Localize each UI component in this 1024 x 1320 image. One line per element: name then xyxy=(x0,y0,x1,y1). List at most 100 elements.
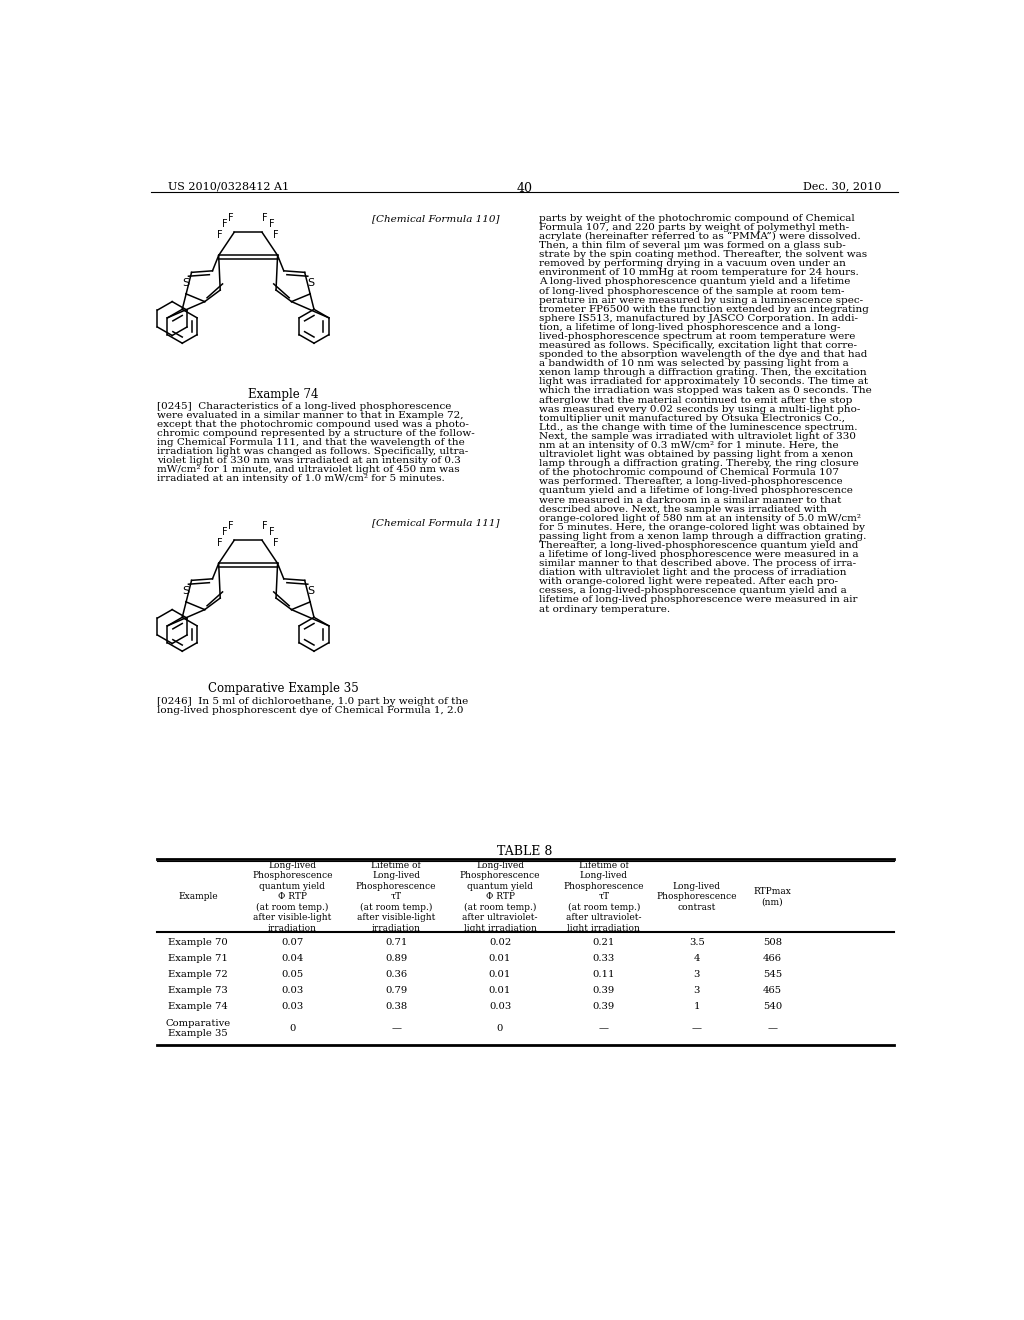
Text: 4: 4 xyxy=(693,954,700,962)
Text: similar manner to that described above. The process of irra-: similar manner to that described above. … xyxy=(539,560,856,568)
Text: Example: Example xyxy=(178,892,218,902)
Text: Thereafter, a long-lived-phosphorescence quantum yield and: Thereafter, a long-lived-phosphorescence… xyxy=(539,541,858,550)
Text: —: — xyxy=(391,1024,401,1034)
Text: cesses, a long-lived-phosphorescence quantum yield and a: cesses, a long-lived-phosphorescence qua… xyxy=(539,586,847,595)
Text: xenon lamp through a diffraction grating. Then, the excitation: xenon lamp through a diffraction grating… xyxy=(539,368,866,378)
Text: 0.01: 0.01 xyxy=(488,986,511,995)
Text: 0.38: 0.38 xyxy=(385,1002,408,1011)
Text: F: F xyxy=(268,219,274,228)
Text: long-lived phosphorescent dye of Chemical Formula 1, 2.0: long-lived phosphorescent dye of Chemica… xyxy=(158,706,464,715)
Text: tion, a lifetime of long-lived phosphorescence and a long-: tion, a lifetime of long-lived phosphore… xyxy=(539,323,841,331)
Text: [Chemical Formula 110]: [Chemical Formula 110] xyxy=(372,214,500,223)
Text: Example 71: Example 71 xyxy=(168,954,228,962)
Text: A long-lived phosphorescence quantum yield and a lifetime: A long-lived phosphorescence quantum yie… xyxy=(539,277,850,286)
Text: lamp through a diffraction grating. Thereby, the ring closure: lamp through a diffraction grating. Ther… xyxy=(539,459,858,469)
Text: measured as follows. Specifically, excitation light that corre-: measured as follows. Specifically, excit… xyxy=(539,341,857,350)
Text: Example 70: Example 70 xyxy=(168,937,228,946)
Text: Then, a thin film of several μm was formed on a glass sub-: Then, a thin film of several μm was form… xyxy=(539,242,846,249)
Text: F: F xyxy=(217,539,223,548)
Text: violet light of 330 nm was irradiated at an intensity of 0.3: violet light of 330 nm was irradiated at… xyxy=(158,457,462,465)
Text: 0.11: 0.11 xyxy=(593,970,615,979)
Text: 40: 40 xyxy=(517,182,532,194)
Text: quantum yield and a lifetime of long-lived phosphorescence: quantum yield and a lifetime of long-liv… xyxy=(539,487,853,495)
Text: Example 72: Example 72 xyxy=(168,970,228,979)
Text: lived-phosphorescence spectrum at room temperature were: lived-phosphorescence spectrum at room t… xyxy=(539,331,855,341)
Text: 508: 508 xyxy=(763,937,782,946)
Text: sphere IS513, manufactured by JASCO Corporation. In addi-: sphere IS513, manufactured by JASCO Corp… xyxy=(539,314,858,323)
Text: acrylate (hereinafter referred to as “PMMA”) were dissolved.: acrylate (hereinafter referred to as “PM… xyxy=(539,232,860,242)
Text: F: F xyxy=(217,231,223,240)
Text: passing light from a xenon lamp through a diffraction grating.: passing light from a xenon lamp through … xyxy=(539,532,866,541)
Text: F: F xyxy=(268,527,274,537)
Text: were measured in a darkroom in a similar manner to that: were measured in a darkroom in a similar… xyxy=(539,495,841,504)
Text: —: — xyxy=(767,1024,777,1034)
Text: [0246]  In 5 ml of dichloroethane, 1.0 part by weight of the: [0246] In 5 ml of dichloroethane, 1.0 pa… xyxy=(158,697,469,706)
Text: TABLE 8: TABLE 8 xyxy=(497,845,553,858)
Text: environment of 10 mmHg at room temperature for 24 hours.: environment of 10 mmHg at room temperatu… xyxy=(539,268,858,277)
Text: sponded to the absorption wavelength of the dye and that had: sponded to the absorption wavelength of … xyxy=(539,350,867,359)
Text: perature in air were measured by using a luminescence spec-: perature in air were measured by using a… xyxy=(539,296,863,305)
Text: US 2010/0328412 A1: US 2010/0328412 A1 xyxy=(168,182,290,191)
Text: Comparative Example 35: Comparative Example 35 xyxy=(208,682,358,696)
Text: 545: 545 xyxy=(763,970,782,979)
Text: Lifetime of
Long-lived
Phosphorescence
τT
(at room temp.)
after ultraviolet-
lig: Lifetime of Long-lived Phosphorescence τ… xyxy=(563,861,644,933)
Text: Next, the sample was irradiated with ultraviolet light of 330: Next, the sample was irradiated with ult… xyxy=(539,432,856,441)
Text: Formula 107, and 220 parts by weight of polymethyl meth-: Formula 107, and 220 parts by weight of … xyxy=(539,223,849,232)
Text: of long-lived phosphorescence of the sample at room tem-: of long-lived phosphorescence of the sam… xyxy=(539,286,844,296)
Text: ing Chemical Formula 111, and that the wavelength of the: ing Chemical Formula 111, and that the w… xyxy=(158,438,465,447)
Text: except that the photochromic compound used was a photo-: except that the photochromic compound us… xyxy=(158,420,469,429)
Text: 0.02: 0.02 xyxy=(488,937,511,946)
Text: diation with ultraviolet light and the process of irradiation: diation with ultraviolet light and the p… xyxy=(539,568,846,577)
Text: F: F xyxy=(228,213,233,223)
Text: 0: 0 xyxy=(289,1024,296,1034)
Text: 3: 3 xyxy=(693,986,700,995)
Text: F: F xyxy=(273,539,279,548)
Text: nm at an intensity of 0.3 mW/cm² for 1 minute. Here, the: nm at an intensity of 0.3 mW/cm² for 1 m… xyxy=(539,441,839,450)
Text: of the photochromic compound of Chemical Formula 107: of the photochromic compound of Chemical… xyxy=(539,469,839,478)
Text: F: F xyxy=(222,219,227,228)
Text: 0.33: 0.33 xyxy=(593,954,615,962)
Text: light was irradiated for approximately 10 seconds. The time at: light was irradiated for approximately 1… xyxy=(539,378,868,387)
Text: was measured every 0.02 seconds by using a multi-light pho-: was measured every 0.02 seconds by using… xyxy=(539,405,860,413)
Text: was performed. Thereafter, a long-lived-phosphorescence: was performed. Thereafter, a long-lived-… xyxy=(539,478,843,486)
Text: a bandwidth of 10 nm was selected by passing light from a: a bandwidth of 10 nm was selected by pas… xyxy=(539,359,849,368)
Text: 0.03: 0.03 xyxy=(282,986,303,995)
Text: S: S xyxy=(307,586,314,597)
Text: [Chemical Formula 111]: [Chemical Formula 111] xyxy=(372,519,500,528)
Text: for 5 minutes. Here, the orange-colored light was obtained by: for 5 minutes. Here, the orange-colored … xyxy=(539,523,864,532)
Text: a lifetime of long-lived phosphorescence were measured in a: a lifetime of long-lived phosphorescence… xyxy=(539,550,858,560)
Text: Long-lived
Phosphorescence
quantum yield
Φ RTP
(at room temp.)
after ultraviolet: Long-lived Phosphorescence quantum yield… xyxy=(460,861,541,933)
Text: chromic compound represented by a structure of the follow-: chromic compound represented by a struct… xyxy=(158,429,475,438)
Text: trometer FP6500 with the function extended by an integrating: trometer FP6500 with the function extend… xyxy=(539,305,868,314)
Text: 0.21: 0.21 xyxy=(593,937,615,946)
Text: 0.03: 0.03 xyxy=(488,1002,511,1011)
Text: removed by performing drying in a vacuum oven under an: removed by performing drying in a vacuum… xyxy=(539,259,846,268)
Text: which the irradiation was stopped was taken as 0 seconds. The: which the irradiation was stopped was ta… xyxy=(539,387,871,396)
Text: lifetime of long-lived phosphorescence were measured in air: lifetime of long-lived phosphorescence w… xyxy=(539,595,857,605)
Text: F: F xyxy=(228,520,233,531)
Text: orange-colored light of 580 nm at an intensity of 5.0 mW/cm²: orange-colored light of 580 nm at an int… xyxy=(539,513,861,523)
Text: 0.36: 0.36 xyxy=(385,970,408,979)
Text: S: S xyxy=(307,279,314,288)
Text: Dec. 30, 2010: Dec. 30, 2010 xyxy=(803,182,882,191)
Text: 540: 540 xyxy=(763,1002,782,1011)
Text: described above. Next, the sample was irradiated with: described above. Next, the sample was ir… xyxy=(539,504,826,513)
Text: 0.07: 0.07 xyxy=(282,937,303,946)
Text: 466: 466 xyxy=(763,954,782,962)
Text: tomultiplier unit manufactured by Otsuka Electronics Co.,: tomultiplier unit manufactured by Otsuka… xyxy=(539,413,845,422)
Text: Example 73: Example 73 xyxy=(168,986,228,995)
Text: —: — xyxy=(692,1024,701,1034)
Text: Comparative
Example 35: Comparative Example 35 xyxy=(166,1019,230,1039)
Text: S: S xyxy=(182,586,188,597)
Text: Long-lived
Phosphorescence
contrast: Long-lived Phosphorescence contrast xyxy=(656,882,737,912)
Text: Ltd., as the change with time of the luminescence spectrum.: Ltd., as the change with time of the lum… xyxy=(539,422,857,432)
Text: 0: 0 xyxy=(497,1024,503,1034)
Text: 0.03: 0.03 xyxy=(282,1002,303,1011)
Text: irradiated at an intensity of 1.0 mW/cm² for 5 minutes.: irradiated at an intensity of 1.0 mW/cm²… xyxy=(158,474,445,483)
Text: irradiation light was changed as follows. Specifically, ultra-: irradiation light was changed as follows… xyxy=(158,447,469,457)
Text: [0245]  Characteristics of a long-lived phosphorescence: [0245] Characteristics of a long-lived p… xyxy=(158,401,452,411)
Text: 0.89: 0.89 xyxy=(385,954,408,962)
Text: 0.01: 0.01 xyxy=(488,954,511,962)
Text: Lifetime of
Long-lived
Phosphorescence
τT
(at room temp.)
after visible-light
ir: Lifetime of Long-lived Phosphorescence τ… xyxy=(356,861,436,933)
Text: ultraviolet light was obtained by passing light from a xenon: ultraviolet light was obtained by passin… xyxy=(539,450,853,459)
